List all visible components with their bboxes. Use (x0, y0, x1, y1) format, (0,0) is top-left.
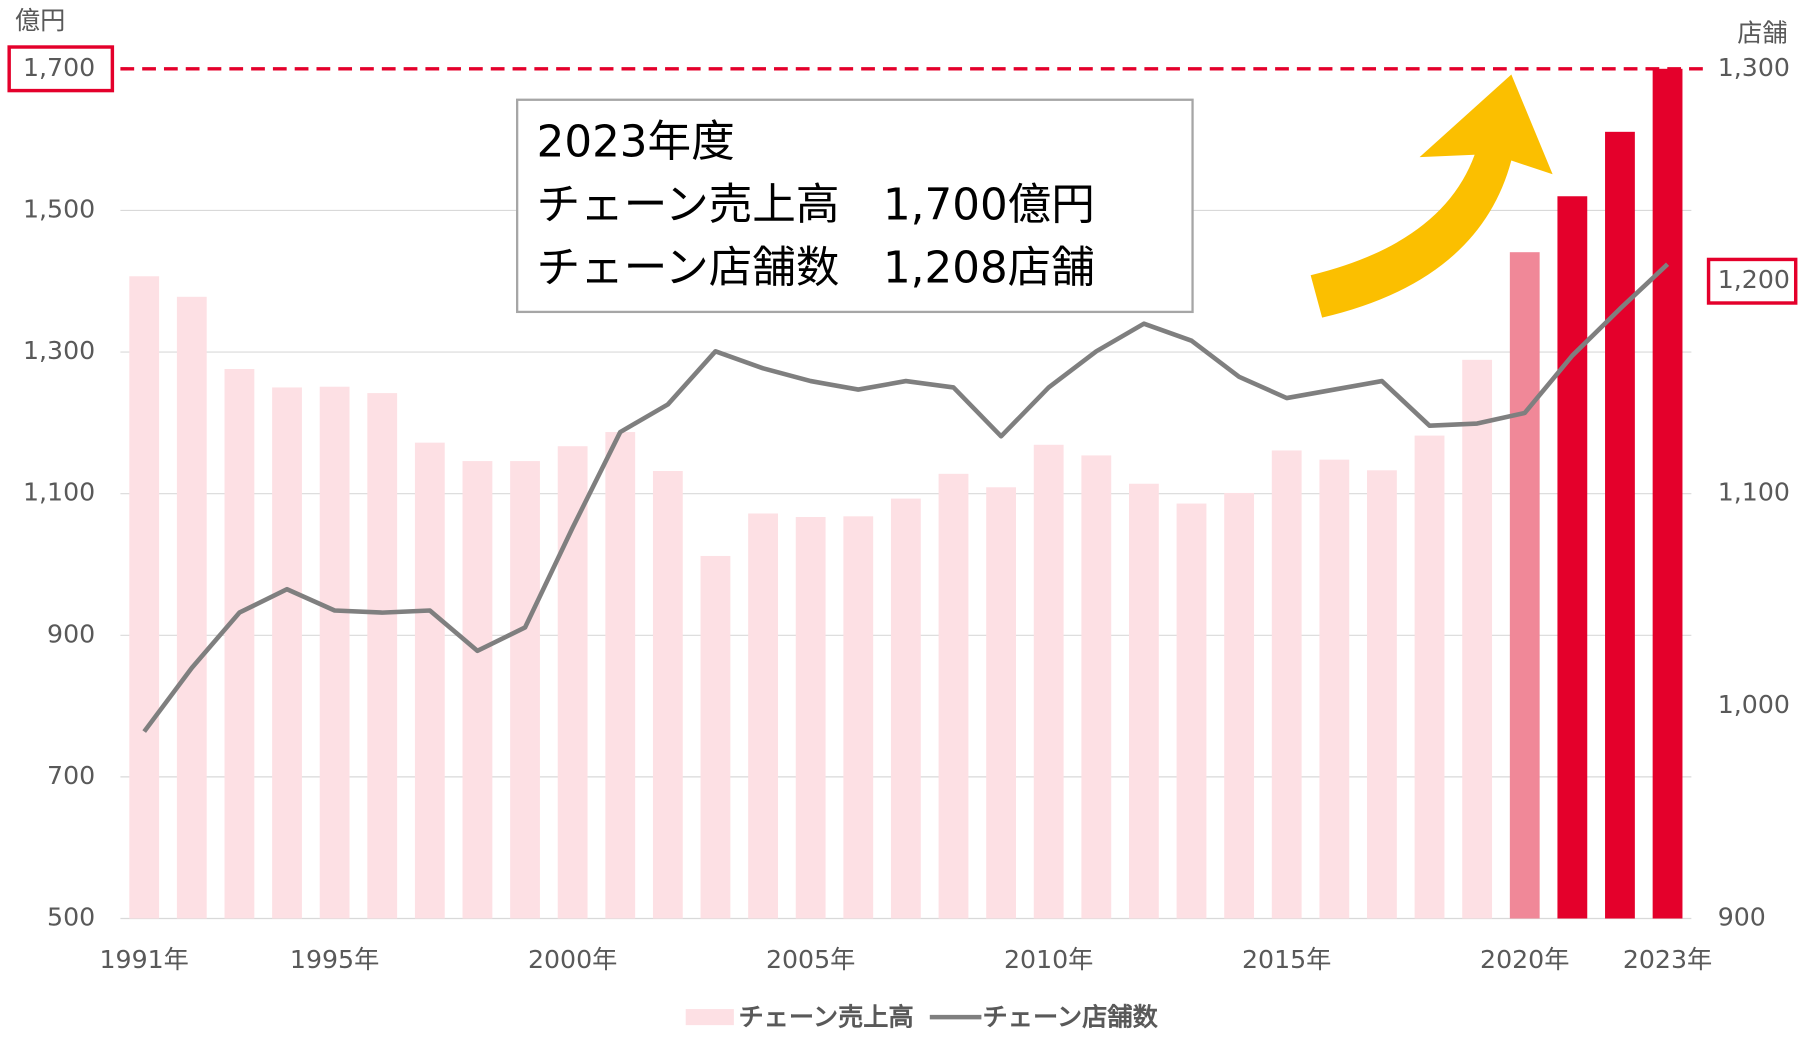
y-tick-label: 1,300 (23, 336, 95, 365)
bar (1462, 359, 1493, 919)
annotation-box (516, 98, 1194, 314)
bar (272, 387, 302, 919)
axes: 500 700 900 1,100 1,300 1,500 1,700 900 1,000 1,1… (7, 45, 1798, 974)
bar (1081, 455, 1112, 919)
line (142, 262, 1670, 733)
annotation-line: 2023年度 (537, 117, 735, 167)
bar (224, 369, 255, 919)
bar (748, 513, 778, 919)
bar (700, 555, 731, 919)
bar (176, 296, 207, 919)
y-tick-label: 900 (47, 619, 95, 648)
y2-tick-label: 1,200 (1718, 265, 1790, 294)
y2-tick-label: 1,100 (1718, 478, 1790, 507)
annotation-line: チェーン店舗数 1,208店舗 (537, 244, 1095, 294)
y-tick-label: 1,700 (23, 53, 95, 82)
bar (1271, 450, 1302, 919)
x-tick-label: 2020年 (1480, 945, 1569, 974)
bar (1128, 483, 1159, 919)
bar (1176, 503, 1207, 919)
bar (510, 461, 540, 919)
bar (1319, 459, 1350, 919)
y-tick-label: 700 (47, 761, 95, 790)
bar (129, 276, 160, 919)
legend: チェーン売上高 チェーン店舗数 (685, 1002, 1159, 1031)
bar (890, 498, 921, 919)
x-tick-label: 2010年 (1004, 945, 1093, 974)
x-tick-label: 2000年 (528, 945, 617, 974)
bar (367, 393, 398, 919)
bar (462, 461, 493, 919)
y-tick-label: 1,100 (23, 478, 95, 507)
annotation-line: チェーン売上高 1,700億円 (537, 181, 1095, 231)
bars (129, 68, 1683, 919)
bar (1557, 196, 1588, 919)
y-tick-label: 1,500 (23, 194, 95, 223)
bar (652, 470, 683, 919)
bar (1509, 252, 1540, 919)
arrow (1310, 74, 1553, 318)
x-tick-label: 2015年 (1242, 945, 1331, 974)
bar (1224, 492, 1255, 919)
x-tick-label: 2023年 (1623, 945, 1712, 974)
bar (938, 473, 969, 919)
bar (1605, 131, 1635, 919)
y-unit: 億円 (15, 6, 65, 35)
legend-label: チェーン店舗数 (983, 1002, 1159, 1031)
bar (795, 517, 826, 919)
y2-tick-label: 1,300 (1718, 53, 1790, 82)
bar (986, 487, 1016, 919)
bar (1367, 470, 1397, 919)
y2-tick-label: 1,000 (1718, 690, 1790, 719)
bar (1652, 68, 1683, 919)
y-tick-label: 500 (47, 902, 95, 931)
x-tick-label: 1995年 (290, 945, 379, 974)
bar (843, 516, 874, 919)
lines (142, 262, 1670, 733)
y2-unit: 店舗 (1737, 18, 1787, 47)
bar (605, 432, 636, 919)
tick-highlight (1706, 257, 1798, 305)
bar (414, 442, 445, 919)
bar (1414, 435, 1445, 919)
legend-swatch (685, 1009, 734, 1026)
bar (557, 446, 588, 919)
bar (1033, 444, 1064, 919)
tick-highlight (7, 45, 115, 93)
x-tick-label: 1991年 (100, 945, 189, 974)
bar (319, 386, 350, 919)
y2-tick-label: 900 (1718, 902, 1766, 931)
x-tick-label: 2005年 (766, 945, 855, 974)
legend-label: チェーン売上高 (738, 1002, 913, 1031)
